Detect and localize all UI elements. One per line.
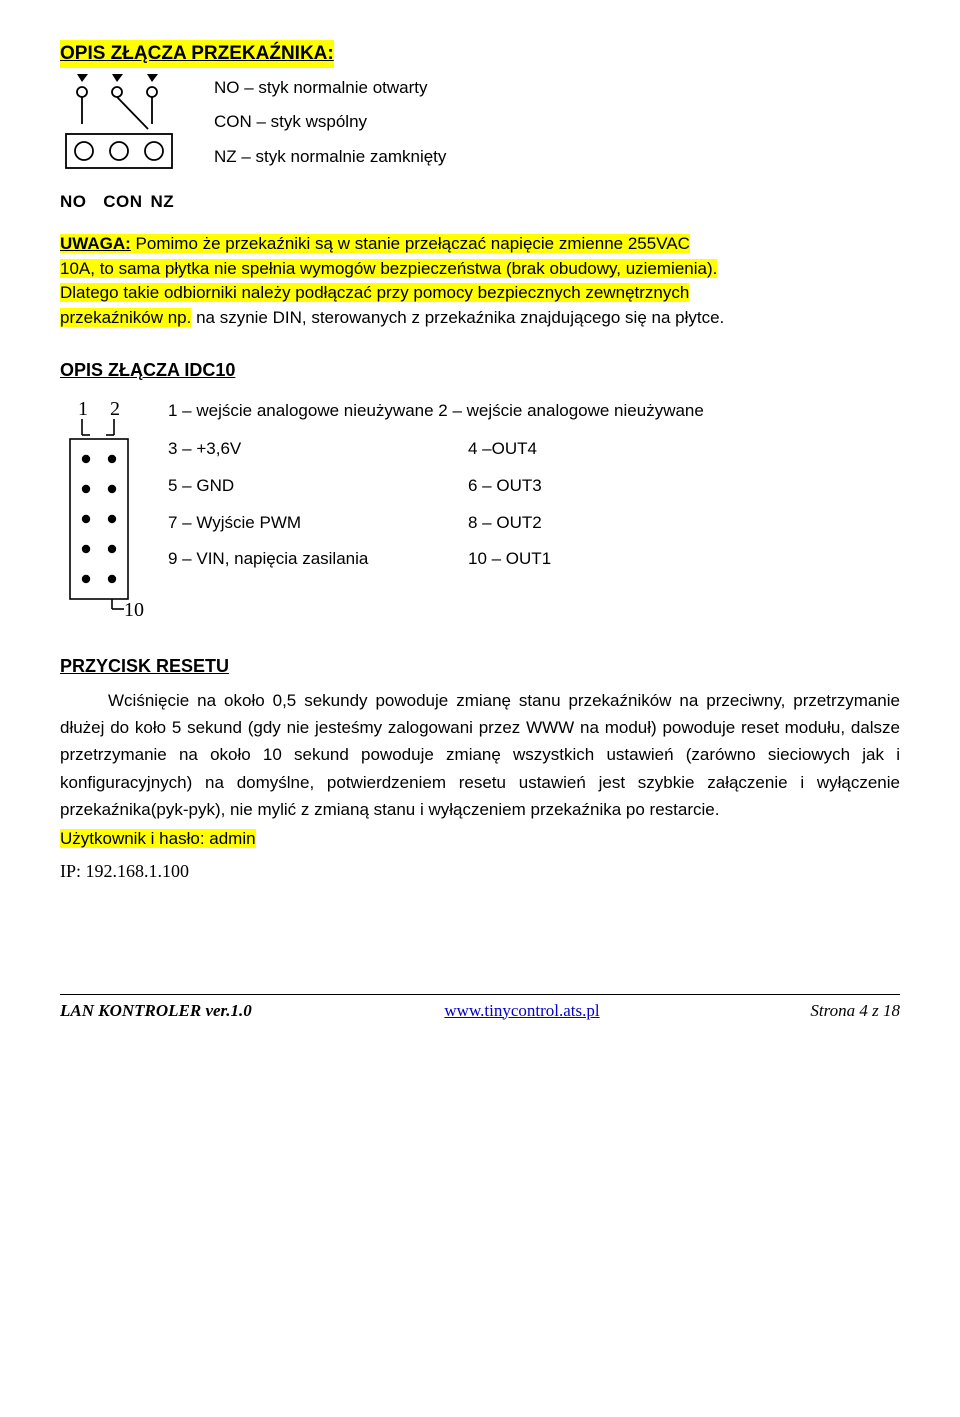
idc-line-2: 3 – +3,6V 4 –OUT4 [168, 437, 900, 462]
relay-term-2 [110, 142, 128, 160]
relay-svg [60, 74, 190, 184]
idc-list: 1 – wejście analogowe nieużywane 2 – wej… [168, 399, 900, 584]
relay-legend-no: NO – styk normalnie otwarty [214, 76, 900, 101]
reset-body: Wciśnięcie na około 0,5 sekundy powoduje… [60, 687, 900, 823]
relay-term-1 [75, 142, 93, 160]
relay-legend-con: CON – styk wspólny [214, 110, 900, 135]
idc-heading: OPIS ZŁĄCZA IDC10 [60, 357, 900, 383]
reset-section: PRZYCISK RESETU Wciśnięcie na około 0,5 … [60, 653, 900, 884]
idc-svg: 1 2 [60, 399, 150, 614]
idc-r5r: 10 – OUT1 [468, 547, 900, 572]
relay-legend-nz: NZ – styk normalnie zamknięty [214, 145, 900, 170]
idc-r4r: 8 – OUT2 [468, 511, 900, 536]
idc-section: OPIS ZŁĄCZA IDC10 1 2 [60, 357, 900, 625]
idc-pin-2: 2 [110, 399, 120, 420]
relay-diagram: NO CON NZ [60, 74, 190, 215]
idc-diagram: 1 2 10 [60, 399, 150, 625]
relay-term-3 [145, 142, 163, 160]
idc-r1: 1 – wejście analogowe nieużywane 2 – wej… [168, 399, 704, 424]
warning-line-1: UWAGA: Pomimo że przekaźniki są w stanie… [60, 234, 690, 253]
idc-pin-10: 10 [124, 596, 150, 625]
footer-center-link[interactable]: www.tinycontrol.ats.pl [379, 999, 665, 1024]
warning-prefix: UWAGA: [60, 234, 131, 253]
idc-r4l: 7 – Wyjście PWM [168, 511, 468, 536]
reset-heading: PRZYCISK RESETU [60, 653, 900, 679]
warning-line-4b: na szynie DIN, sterowanych z przekaźnika… [191, 308, 724, 327]
footer-right: Strona 4 z 18 [665, 999, 900, 1024]
warning-line1-rest: Pomimo że przekaźniki są w stanie przełą… [131, 234, 690, 253]
idc-r5l: 9 – VIN, napięcia zasilania [168, 547, 468, 572]
relay-wedge-2 [112, 74, 123, 82]
relay-wedge-1 [77, 74, 88, 82]
warning-line-2: 10A, to sama płytka nie spełnia wymogów … [60, 259, 717, 278]
idc-line-5: 9 – VIN, napięcia zasilania 10 – OUT1 [168, 547, 900, 572]
warning-block: UWAGA: Pomimo że przekaźniki są w stanie… [60, 232, 900, 331]
relay-labels: NO CON NZ [60, 190, 190, 215]
reset-user-line: Użytkownik i hasło: admin [60, 827, 900, 852]
idc-pin-1: 1 [78, 399, 88, 420]
idc-r3r: 6 – OUT3 [468, 474, 900, 499]
reset-user: Użytkownik i hasło: admin [60, 829, 256, 848]
idc-line-4: 7 – Wyjście PWM 8 – OUT2 [168, 511, 900, 536]
idc-row: 1 2 10 [60, 399, 900, 625]
relay-section: NO CON NZ NO – styk normalnie otwarty CO… [60, 70, 900, 215]
relay-top-circle-1 [77, 87, 87, 97]
reset-ip: IP: 192.168.1.100 [60, 858, 900, 884]
relay-legend: NO – styk normalnie otwarty CON – styk w… [214, 70, 900, 180]
idc-line-3: 5 – GND 6 – OUT3 [168, 474, 900, 499]
warning-line-3: Dlatego takie odbiorniki należy podłącza… [60, 283, 689, 302]
idc-r3l: 5 – GND [168, 474, 468, 499]
idc-line-1: 1 – wejście analogowe nieużywane 2 – wej… [168, 399, 900, 424]
relay-label-no: NO [60, 190, 98, 215]
relay-heading-text: OPIS ZŁĄCZA PRZEKAŹNIKA: [60, 40, 334, 68]
relay-label-con: CON [103, 190, 145, 215]
page-footer: LAN KONTROLER ver.1.0 www.tinycontrol.at… [60, 994, 900, 1024]
reset-body-text: Wciśnięcie na około 0,5 sekundy powoduje… [60, 691, 900, 819]
idc-rect [70, 439, 128, 599]
footer-left: LAN KONTROLER ver.1.0 [60, 999, 379, 1024]
warning-line-4a: przekaźników np. [60, 308, 191, 327]
idc-r2r: 4 –OUT4 [468, 437, 900, 462]
idc-r2l: 3 – +3,6V [168, 437, 468, 462]
relay-wedge-3 [147, 74, 158, 82]
relay-label-nz: NZ [150, 192, 174, 211]
relay-top-circle-2 [112, 87, 122, 97]
relay-arm [117, 97, 148, 129]
relay-heading: OPIS ZŁĄCZA PRZEKAŹNIKA: [60, 40, 900, 70]
relay-top-circle-3 [147, 87, 157, 97]
idc-dots [82, 455, 116, 583]
